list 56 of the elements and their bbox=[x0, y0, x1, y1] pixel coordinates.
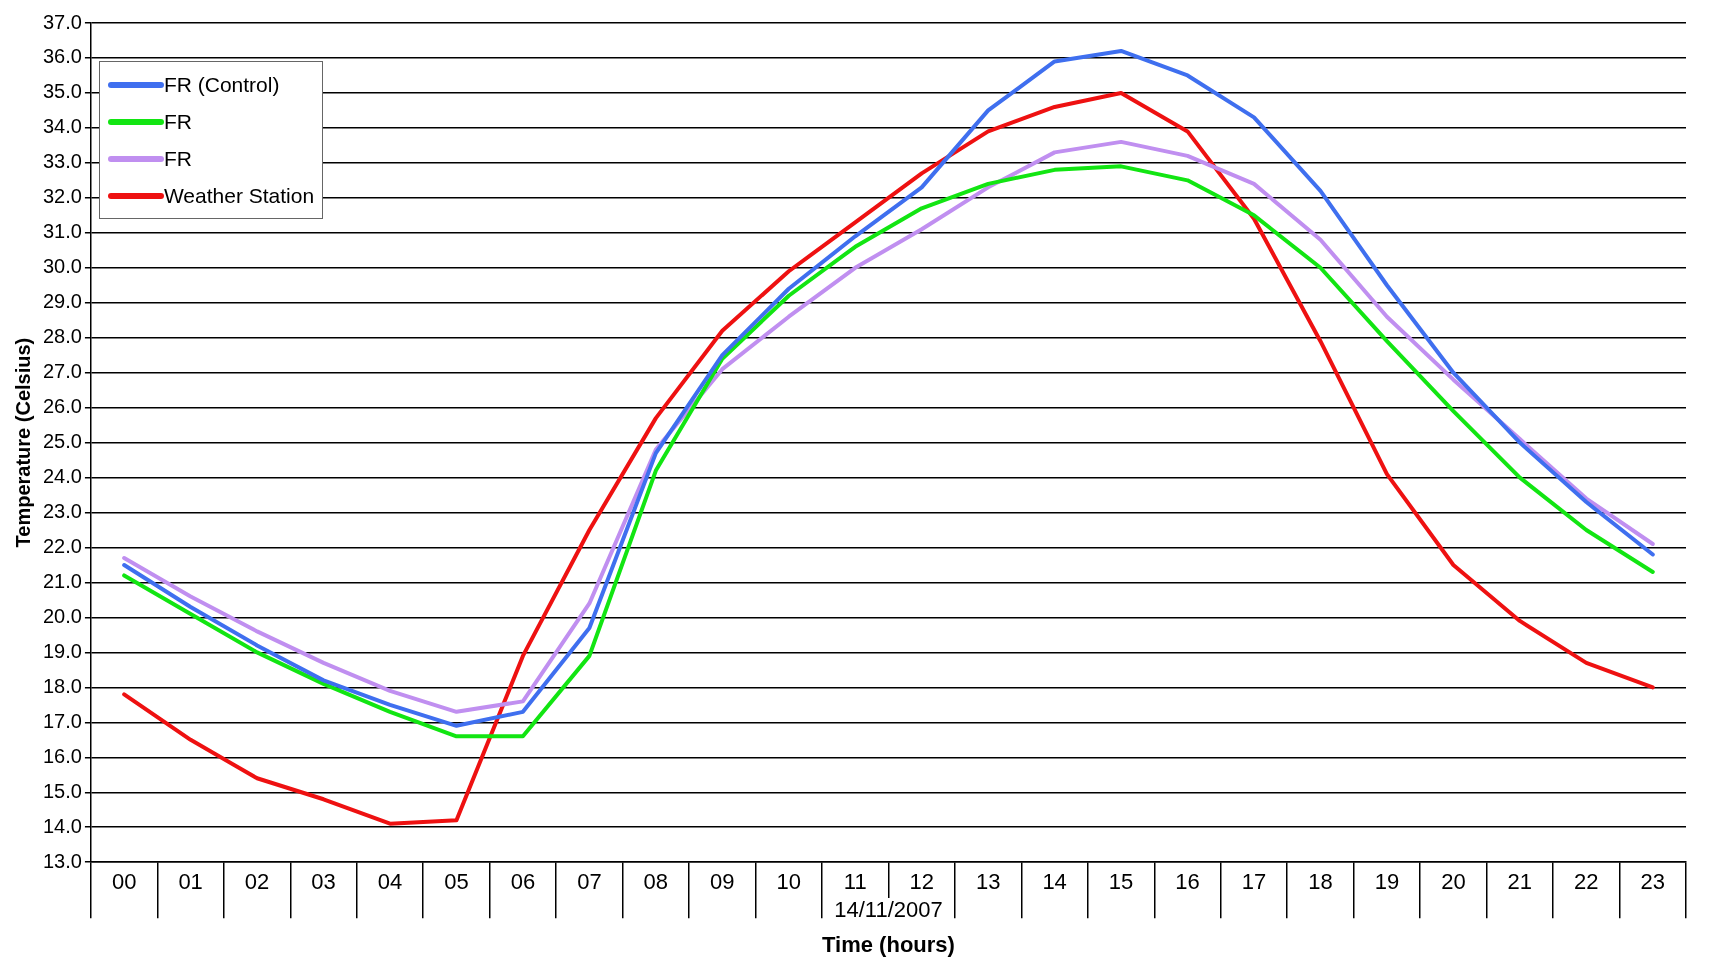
x-tick-label: 00 bbox=[111, 869, 137, 895]
x-tick-label: 03 bbox=[311, 869, 336, 895]
x-tick-label: 07 bbox=[577, 869, 602, 895]
y-tick-label: 37.0 bbox=[42, 10, 82, 33]
x-tick-label: 01 bbox=[178, 869, 203, 895]
legend-label: Weather Station bbox=[163, 183, 315, 208]
x-tick-label: 09 bbox=[710, 869, 735, 895]
x-tick-label: 18 bbox=[1308, 869, 1333, 895]
y-tick-label: 16.0 bbox=[42, 744, 82, 767]
y-tick-label: 32.0 bbox=[42, 185, 82, 208]
x-tick-label: 21 bbox=[1507, 869, 1533, 895]
y-tick-label: 36.0 bbox=[42, 45, 82, 68]
x-tick-label: 02 bbox=[244, 869, 270, 895]
x-tick-label: 22 bbox=[1574, 869, 1599, 895]
x-tick-label: 20 bbox=[1441, 869, 1466, 895]
x-tick-label: 14 bbox=[1042, 869, 1067, 895]
y-tick-label: 26.0 bbox=[42, 395, 82, 418]
y-tick-label: 35.0 bbox=[42, 80, 82, 103]
y-tick-label: 27.0 bbox=[42, 360, 82, 383]
y-tick-label: 17.0 bbox=[42, 709, 82, 732]
y-tick-label: 34.0 bbox=[42, 115, 82, 138]
legend-label: FR bbox=[163, 109, 192, 134]
y-axis-title: Temperature (Celsius) bbox=[11, 337, 34, 548]
y-tick-label: 22.0 bbox=[42, 535, 82, 558]
y-tick-label: 33.0 bbox=[42, 150, 82, 173]
x-tick-label: 16 bbox=[1175, 869, 1200, 895]
x-axis-title: Time (hours) bbox=[822, 931, 955, 957]
y-tick-label: 20.0 bbox=[42, 604, 82, 627]
y-tick-label: 24.0 bbox=[42, 465, 82, 488]
y-tick-label: 23.0 bbox=[42, 500, 82, 523]
y-tick-label: 30.0 bbox=[42, 255, 82, 278]
x-tick-label: 10 bbox=[776, 869, 802, 895]
y-tick-label: 31.0 bbox=[42, 220, 82, 243]
x-tick-label: 19 bbox=[1374, 869, 1400, 895]
x-tick-label: 12 bbox=[909, 869, 934, 895]
y-tick-label: 19.0 bbox=[42, 639, 82, 662]
x-tick-label: 04 bbox=[377, 869, 403, 895]
x-tick-label: 08 bbox=[643, 869, 669, 895]
y-tick-label: 25.0 bbox=[42, 430, 82, 453]
x-tick-label: 13 bbox=[975, 869, 1001, 895]
y-tick-label: 15.0 bbox=[42, 779, 82, 802]
y-tick-label: 29.0 bbox=[42, 290, 82, 313]
y-tick-label: 21.0 bbox=[42, 569, 82, 592]
x-tick-label: 15 bbox=[1108, 869, 1134, 895]
y-tick-label: 18.0 bbox=[42, 674, 82, 697]
y-tick-label: 28.0 bbox=[42, 325, 82, 348]
text: 14/11/2007 bbox=[834, 897, 943, 923]
x-tick-label: 05 bbox=[444, 869, 469, 895]
x-tick-label: 17 bbox=[1241, 869, 1267, 895]
y-tick-label: 14.0 bbox=[42, 814, 82, 837]
legend-label: FR bbox=[163, 146, 192, 171]
x-tick-label: 06 bbox=[510, 869, 536, 895]
x-tick-label: 11 bbox=[843, 869, 867, 895]
legend-label: FR (Control) bbox=[163, 72, 280, 97]
y-tick-label: 13.0 bbox=[42, 849, 82, 872]
x-tick-label: 23 bbox=[1640, 869, 1666, 895]
